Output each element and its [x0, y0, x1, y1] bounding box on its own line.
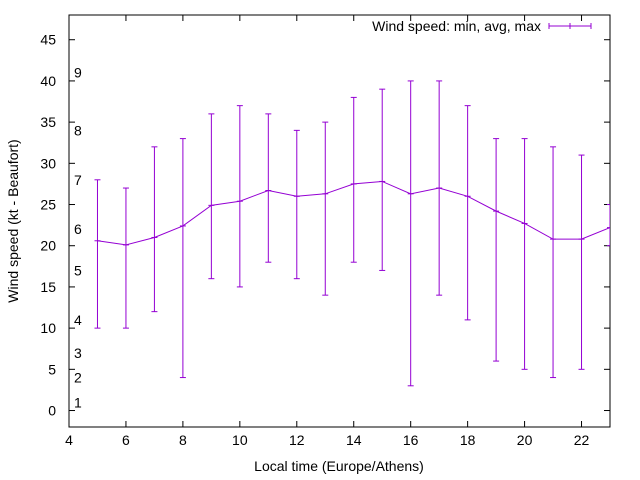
x-tick-label: 18	[460, 432, 476, 448]
y-tick-label: 0	[48, 403, 56, 419]
y-tick-label: 25	[40, 197, 56, 213]
beaufort-label: 6	[74, 221, 82, 237]
avg-line	[97, 180, 610, 246]
x-tick-label: 14	[346, 432, 362, 448]
y-tick-label: 45	[40, 32, 56, 48]
beaufort-scale-labels: 1 2 3 4 5 6 7 8 9	[74, 65, 82, 411]
beaufort-label: 9	[74, 65, 82, 81]
x-axis-ticks: 4 6 8 10 12 14 16 18 20 22	[65, 15, 590, 448]
beaufort-label: 2	[74, 370, 82, 386]
plot-frame	[68, 14, 611, 428]
x-tick-label: 16	[403, 432, 419, 448]
y-tick-label: 5	[48, 361, 56, 377]
beaufort-label: 4	[74, 312, 82, 328]
beaufort-label: 3	[74, 345, 82, 361]
beaufort-label: 8	[74, 122, 82, 138]
y-tick-label: 15	[40, 279, 56, 295]
y-tick-label: 35	[40, 114, 56, 130]
y-axis-label: Wind speed (kt - Beaufort)	[5, 139, 21, 302]
series-layer	[94, 80, 610, 387]
y-tick-label: 30	[40, 155, 56, 171]
x-tick-label: 10	[232, 432, 248, 448]
y-tick-label: 20	[40, 238, 56, 254]
legend-sample	[548, 23, 592, 29]
x-tick-label: 12	[289, 432, 305, 448]
beaufort-label: 7	[74, 172, 82, 188]
legend-label: Wind speed: min, avg, max	[372, 18, 541, 34]
y-tick-label: 10	[40, 320, 56, 336]
beaufort-label: 1	[74, 394, 82, 410]
beaufort-label: 5	[74, 262, 82, 278]
x-tick-label: 4	[65, 432, 73, 448]
x-tick-label: 20	[517, 432, 533, 448]
x-tick-label: 8	[179, 432, 187, 448]
x-axis-label: Local time (Europe/Athens)	[254, 458, 424, 474]
x-tick-label: 22	[574, 432, 590, 448]
x-tick-label: 6	[122, 432, 130, 448]
y-tick-label: 40	[40, 73, 56, 89]
legend: Wind speed: min, avg, max	[372, 18, 592, 34]
